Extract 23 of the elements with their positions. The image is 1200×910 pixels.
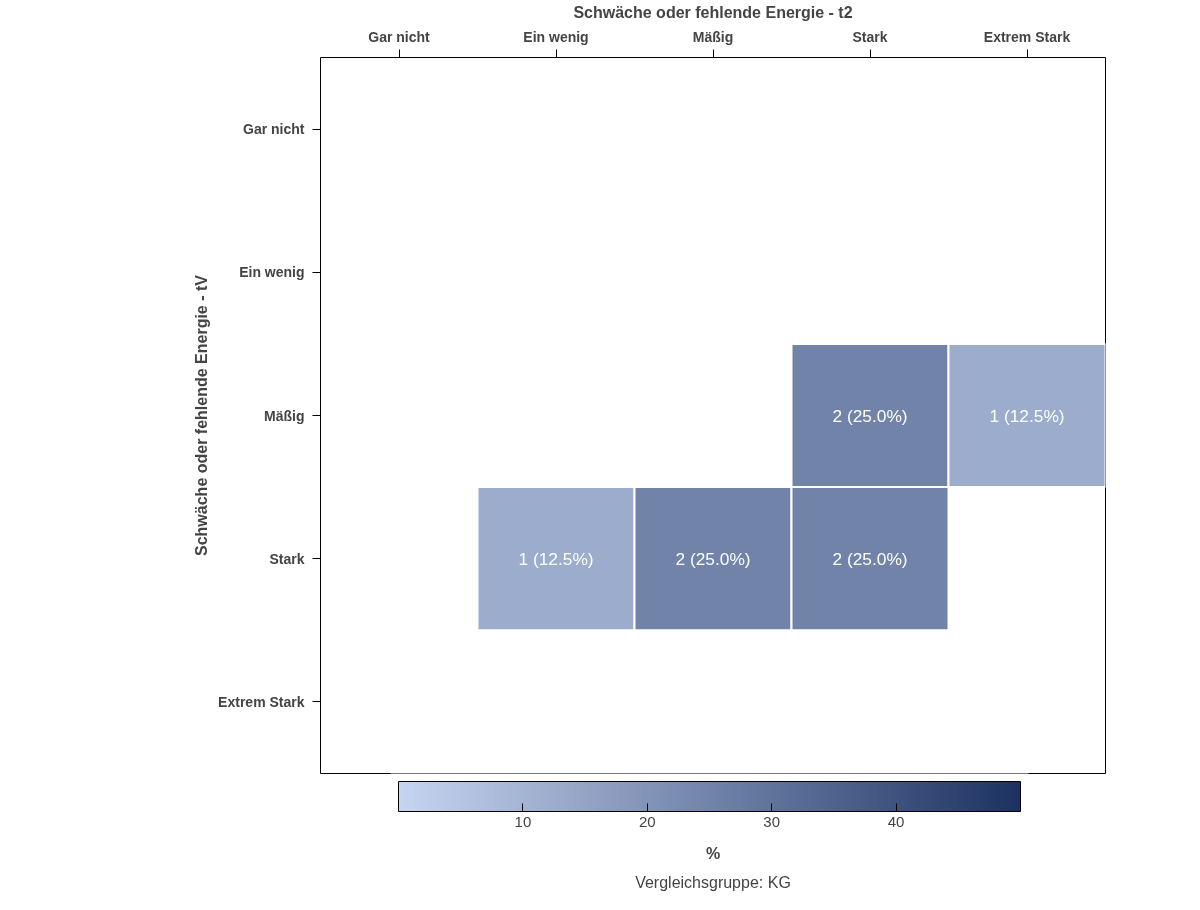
x-axis-title: Schwäche oder fehlende Energie - t2 — [573, 3, 853, 21]
y-tick-label: Extrem Stark — [218, 693, 305, 710]
data-label: 1 (12.5%) — [518, 548, 594, 569]
color-bar-label: 40 — [887, 812, 905, 830]
x-tick-label: Ein wenig — [523, 28, 589, 45]
color-bar-label: 20 — [638, 812, 656, 830]
data-label: 2 (25.0%) — [832, 548, 908, 569]
y-tick-label: Ein wenig — [239, 264, 305, 281]
y-tick-label: Gar nicht — [243, 121, 305, 138]
data-label: 2 (25.0%) — [832, 405, 908, 426]
x-tick-label: Gar nicht — [368, 28, 431, 45]
color-bar-title: % — [705, 844, 721, 862]
x-tick-label: Mäßig — [692, 28, 734, 45]
data-label: 2 (25.0%) — [675, 548, 751, 569]
y-axis-title: Schwäche oder fehlende Energie - tV — [193, 274, 211, 556]
text: Vergleichsgruppe: KG — [635, 873, 791, 891]
x-tick-label: Stark — [852, 28, 888, 45]
x-tick-label: Extrem Stark — [983, 28, 1071, 45]
color-bar-label: 30 — [763, 812, 781, 830]
data-label: 1 (12.5%) — [989, 405, 1065, 426]
color-bar-label: 10 — [514, 812, 532, 830]
y-tick-label: Mäßig — [264, 407, 305, 424]
y-tick-label: Stark — [269, 550, 305, 567]
